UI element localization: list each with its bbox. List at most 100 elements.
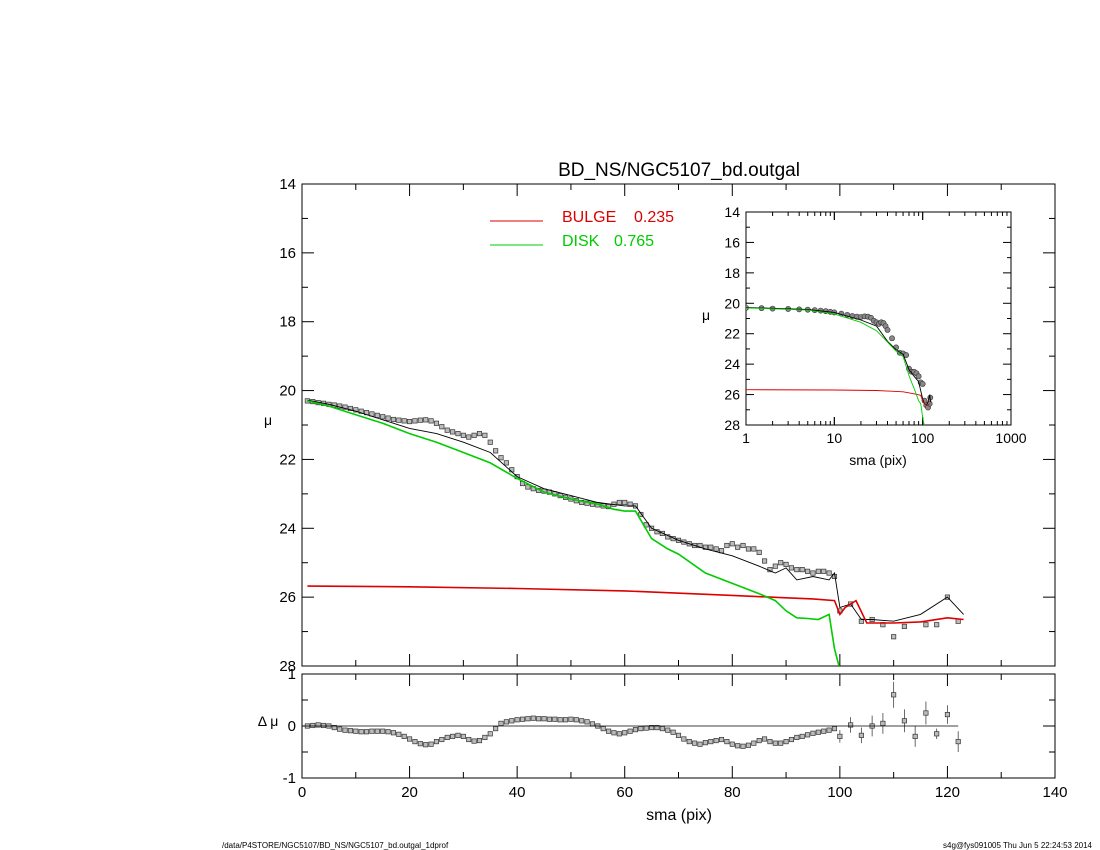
residual-data-point bbox=[315, 722, 321, 728]
y-tick-label: 22 bbox=[279, 451, 296, 468]
x-tick-label: 100 bbox=[911, 430, 935, 446]
residual-data-point bbox=[433, 739, 440, 745]
residual-data-point bbox=[557, 717, 563, 723]
inset-series-model-line bbox=[746, 307, 932, 406]
residual-data-point bbox=[493, 726, 499, 732]
residual-data-point bbox=[380, 728, 386, 734]
x-tick-label: 20 bbox=[401, 784, 418, 801]
main-data-point bbox=[891, 634, 897, 640]
main-data-point bbox=[358, 408, 364, 414]
y-tick-label: 14 bbox=[724, 204, 740, 220]
residual-data-point bbox=[310, 722, 316, 729]
residual-data-point bbox=[745, 742, 751, 748]
main-data-point bbox=[762, 558, 768, 564]
residual-data-point bbox=[880, 720, 886, 726]
residual-data-point bbox=[374, 728, 380, 734]
inset-marks bbox=[746, 304, 934, 425]
residual-data-point bbox=[858, 732, 864, 738]
main-y-tick-labels: 14 16 18 20 22 24 26 28 bbox=[279, 176, 296, 675]
x-axis-label: sma (pix) bbox=[646, 807, 712, 824]
x-tick-label: 10 bbox=[827, 430, 843, 446]
residual-data-point bbox=[407, 736, 413, 742]
y-tick-label: 24 bbox=[724, 356, 740, 372]
residual-data-point bbox=[751, 740, 757, 746]
main-data-point bbox=[390, 416, 396, 423]
residual-data-point bbox=[552, 716, 558, 722]
footer-file-path: /data/P4STORE/NGC5107/BD_NS/NGC5107_bd.o… bbox=[222, 841, 449, 850]
residual-data-point bbox=[848, 722, 854, 728]
y-tick-label: 18 bbox=[279, 314, 296, 331]
main-data-point bbox=[493, 448, 499, 454]
main-data-point bbox=[380, 414, 386, 420]
main-data-point bbox=[353, 407, 359, 413]
residual-data-point bbox=[439, 736, 445, 743]
residual-data-point bbox=[471, 738, 477, 744]
residual-data-point bbox=[417, 741, 423, 747]
main-data-point bbox=[713, 546, 719, 552]
residual-data-point bbox=[702, 740, 708, 746]
footer-timestamp: s4g@fys091005 Thu Jun 5 22:24:53 2014 bbox=[943, 841, 1093, 850]
main-plot-area bbox=[304, 398, 964, 671]
residual-tick-labels: 10-10 20 40 60 80 100 120 140 bbox=[283, 666, 1068, 801]
residual-data-point bbox=[573, 717, 579, 723]
residual-data-point bbox=[740, 743, 746, 749]
main-data-point bbox=[735, 544, 741, 550]
main-data-point bbox=[697, 542, 703, 549]
main-data-point bbox=[444, 427, 450, 433]
residual-data-point bbox=[778, 740, 784, 746]
residual-data-point bbox=[444, 734, 450, 740]
residual-data-point bbox=[536, 716, 542, 722]
main-data-point bbox=[460, 432, 466, 438]
main-data-point bbox=[347, 405, 353, 412]
residual-data-point bbox=[589, 721, 595, 727]
residual-data-point bbox=[401, 733, 407, 739]
inset-data-point bbox=[919, 381, 926, 387]
legend-bulge-label: BULGE bbox=[562, 209, 616, 226]
residual-data-point bbox=[901, 718, 907, 724]
main-data-point bbox=[708, 544, 714, 550]
main-data-point bbox=[471, 432, 477, 438]
residual-data-point bbox=[337, 726, 343, 732]
inset-series-bulge-line bbox=[746, 389, 930, 406]
residual-plot-area bbox=[302, 681, 961, 752]
residual-data-point bbox=[503, 719, 509, 725]
residual-data-point bbox=[934, 731, 940, 737]
chart-title: BD_NS/NGC5107_bd.outgal bbox=[558, 160, 800, 181]
residual-data-point bbox=[831, 726, 838, 732]
residual-data-point bbox=[546, 716, 552, 722]
y-tick-label: 28 bbox=[724, 417, 740, 433]
y-tick-label: 24 bbox=[279, 520, 296, 537]
residual-axis-ticks bbox=[301, 673, 1056, 779]
residual-data-point bbox=[342, 727, 348, 733]
residual-data-point bbox=[724, 739, 730, 745]
main-data-point bbox=[751, 546, 757, 552]
legend-disk-label: DISK bbox=[562, 233, 600, 250]
main-data-point bbox=[417, 417, 423, 423]
main-data-point bbox=[778, 560, 784, 566]
y-tick-label: 16 bbox=[724, 234, 740, 250]
main-data-point bbox=[821, 568, 827, 574]
x-tick-label: 120 bbox=[935, 784, 960, 801]
residual-data-point bbox=[697, 741, 703, 747]
main-data-point bbox=[913, 667, 917, 671]
main-data-point bbox=[503, 460, 509, 466]
x-tick-label: 1000 bbox=[995, 430, 1026, 446]
residual-data-point bbox=[686, 739, 692, 745]
residual-data-point bbox=[810, 730, 816, 736]
residual-data-point bbox=[944, 712, 950, 718]
main-data-point bbox=[423, 417, 429, 423]
residual-data-point bbox=[498, 720, 504, 726]
inset-data-point bbox=[884, 327, 891, 333]
main-data-point bbox=[627, 501, 633, 507]
y-tick-label: 26 bbox=[279, 589, 296, 606]
residual-data-point bbox=[659, 726, 665, 732]
residual-data-point bbox=[783, 739, 789, 745]
residual-data-point bbox=[530, 715, 536, 721]
main-data-point bbox=[901, 623, 907, 629]
inset-x-axis-label: sma (pix) bbox=[849, 452, 907, 468]
residual-data-point bbox=[563, 717, 569, 723]
legend-disk-value: 0.765 bbox=[614, 233, 654, 250]
residual-data-point bbox=[756, 738, 762, 744]
x-tick-label: 80 bbox=[724, 784, 741, 801]
x-tick-label: 60 bbox=[616, 784, 633, 801]
